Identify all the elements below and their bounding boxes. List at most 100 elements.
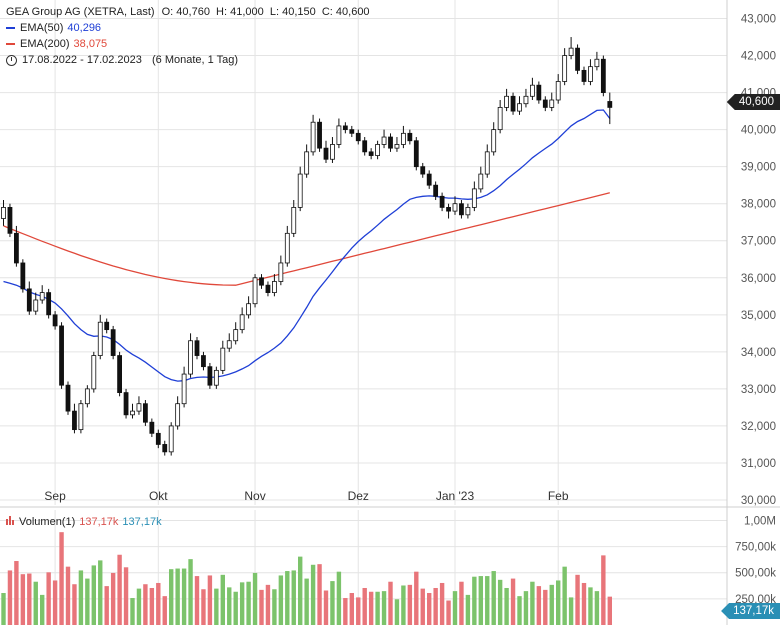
- volume-bar: [607, 596, 612, 625]
- candle-body: [233, 329, 239, 342]
- candle-body: [504, 95, 510, 108]
- candle-body: [452, 203, 458, 212]
- volume-bar: [110, 572, 116, 625]
- volume-bar: [401, 585, 406, 625]
- volume-bar: [220, 574, 225, 625]
- candle-body: [471, 188, 477, 208]
- candle-body: [336, 125, 342, 145]
- candle-body: [201, 355, 206, 368]
- candle-body: [581, 69, 587, 82]
- candle-body: [439, 195, 445, 208]
- volume-bar: [543, 589, 548, 625]
- candle-body: [459, 203, 464, 216]
- candle-body: [394, 144, 400, 149]
- volume-bar: [517, 596, 522, 625]
- legend-range: 17.08.2022 - 17.02.2023 (6 Monate, 1 Tag…: [6, 54, 242, 66]
- candle-body: [136, 403, 142, 412]
- volume-bar: [459, 581, 464, 625]
- last-price-tag: 40,600: [726, 94, 780, 110]
- volume-bar: [381, 591, 387, 625]
- volume-bar: [175, 568, 180, 625]
- volume-bar: [169, 569, 174, 625]
- y-tick-label: 33,000: [741, 384, 776, 396]
- candle-body: [310, 121, 316, 153]
- legend-ema50[interactable]: EMA(50) 40,296: [6, 22, 105, 34]
- volume-bar: [291, 570, 296, 625]
- candle-body: [84, 388, 90, 405]
- volume-bar: [414, 571, 419, 625]
- candles-group: [1, 37, 613, 456]
- volume-bar: [98, 560, 103, 625]
- volume-tick-label: 750,00k: [735, 542, 776, 554]
- candle-body: [291, 207, 297, 234]
- volume-bar: [214, 588, 219, 625]
- candle-body: [259, 277, 264, 286]
- volume-bar: [259, 589, 264, 625]
- x-tick-label: Feb: [548, 489, 569, 503]
- candle-body: [594, 58, 600, 68]
- candle-body: [607, 101, 613, 108]
- date-range: 17.08.2022 - 17.02.2023: [22, 54, 142, 66]
- x-tick-label: Nov: [244, 489, 265, 503]
- candle-body: [162, 444, 168, 453]
- volume-bar: [427, 593, 432, 625]
- candle-body: [117, 355, 122, 393]
- candle-body: [297, 173, 303, 208]
- legend-ema200[interactable]: EMA(200) 38,075: [6, 38, 111, 50]
- volume-bar: [336, 571, 342, 625]
- volume-bar: [407, 584, 413, 625]
- candle-body: [104, 321, 110, 331]
- candle-body: [226, 340, 232, 349]
- volume-bar: [233, 591, 238, 625]
- candle-body: [465, 207, 471, 216]
- volume-bar: [497, 579, 503, 625]
- volume-bar: [272, 589, 277, 625]
- candle-body: [220, 347, 226, 371]
- candle-body: [362, 140, 368, 153]
- volume-bar: [362, 587, 367, 625]
- volume-bar: [285, 571, 290, 625]
- x-tick-label: Dez: [348, 489, 369, 503]
- volume-bar: [581, 582, 587, 625]
- candle-body: [149, 421, 155, 434]
- volume-bar: [485, 576, 490, 625]
- candle-body: [13, 232, 19, 264]
- volume-bar: [349, 593, 354, 625]
- candle-body: [142, 403, 148, 423]
- candle-body: [555, 81, 561, 101]
- candle-body: [110, 329, 116, 356]
- volume-bar: [7, 570, 13, 625]
- volume-bar: [201, 589, 206, 625]
- candle-body: [400, 132, 406, 145]
- volume-bar: [452, 591, 458, 625]
- candle-body: [491, 129, 497, 153]
- candle-body: [478, 173, 484, 190]
- volume-bar: [130, 598, 135, 625]
- volume-bar: [123, 567, 129, 625]
- candle-body: [388, 136, 393, 149]
- ema200-line-group: [3, 192, 610, 286]
- volume-bar: [194, 576, 200, 625]
- candle-body: [381, 136, 387, 145]
- volume-bar: [433, 587, 438, 625]
- candle-body: [91, 355, 97, 390]
- volume-bar: [549, 584, 554, 625]
- candle-body: [246, 303, 252, 316]
- volume-bar: [117, 554, 122, 625]
- volume-bar: [420, 588, 425, 625]
- y-tick-label: 30,000: [741, 495, 776, 507]
- candle-body: [523, 95, 529, 105]
- candle-body: [484, 151, 490, 175]
- candle-body: [510, 95, 516, 112]
- legend-volume[interactable]: Volumen(1) 137,17k 137,17k: [6, 516, 166, 528]
- volume-bar: [491, 571, 496, 625]
- volume-bar: [46, 572, 51, 625]
- candle-body: [207, 366, 213, 386]
- ema50-line: [3, 109, 611, 382]
- volume-bar: [530, 581, 535, 625]
- volume-bar: [278, 575, 284, 625]
- grid-lines: [0, 0, 727, 625]
- candle-body: [194, 340, 200, 356]
